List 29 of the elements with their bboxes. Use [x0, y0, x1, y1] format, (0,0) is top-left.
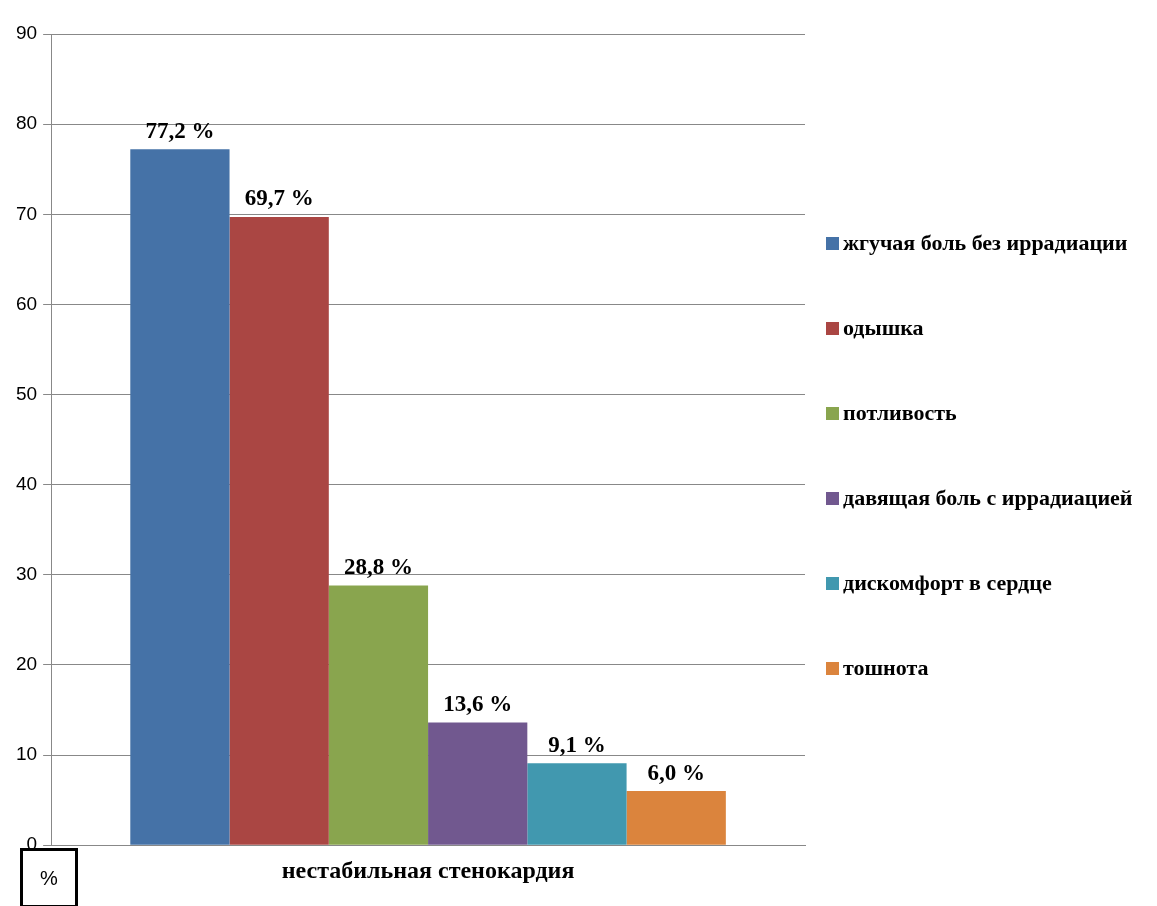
y-tick-label: 20 — [15, 653, 38, 675]
x-tick-label: нестабильная стенокардия — [281, 856, 575, 883]
data-label: 77,2 % — [145, 117, 215, 143]
y-tick-label: 70 — [15, 202, 38, 224]
y-tick-label: 40 — [15, 472, 38, 494]
data-label: 6,0 % — [647, 759, 705, 785]
data-label: 13,6 % — [443, 691, 513, 717]
data-label: 28,8 % — [343, 554, 413, 580]
y-tick-label: 10 — [15, 743, 38, 765]
legend-label: дискомфорт в сердце — [843, 570, 1052, 596]
bar — [229, 216, 329, 845]
bar — [130, 149, 230, 845]
data-label: 69,7 % — [244, 185, 314, 211]
y-axis-title: % — [40, 867, 58, 889]
y-tick-label: 60 — [15, 292, 38, 314]
legend-label: потливость — [843, 400, 957, 426]
bar — [626, 791, 726, 845]
legend-label: давящая боль с иррадиацией — [843, 485, 1133, 511]
y-tick-label: 50 — [15, 382, 38, 404]
data-label: 9,1 % — [548, 731, 606, 757]
y-tick-label: 90 — [15, 22, 38, 44]
legend-label: тошнота — [843, 655, 929, 681]
bar — [328, 585, 429, 845]
legend-label: жгучая боль без иррадиации — [843, 230, 1128, 256]
bar — [527, 763, 627, 845]
y-tick-label: 30 — [15, 563, 38, 585]
bar — [428, 722, 528, 845]
legend-label: одышка — [843, 315, 924, 341]
y-tick-label: 80 — [15, 112, 38, 134]
